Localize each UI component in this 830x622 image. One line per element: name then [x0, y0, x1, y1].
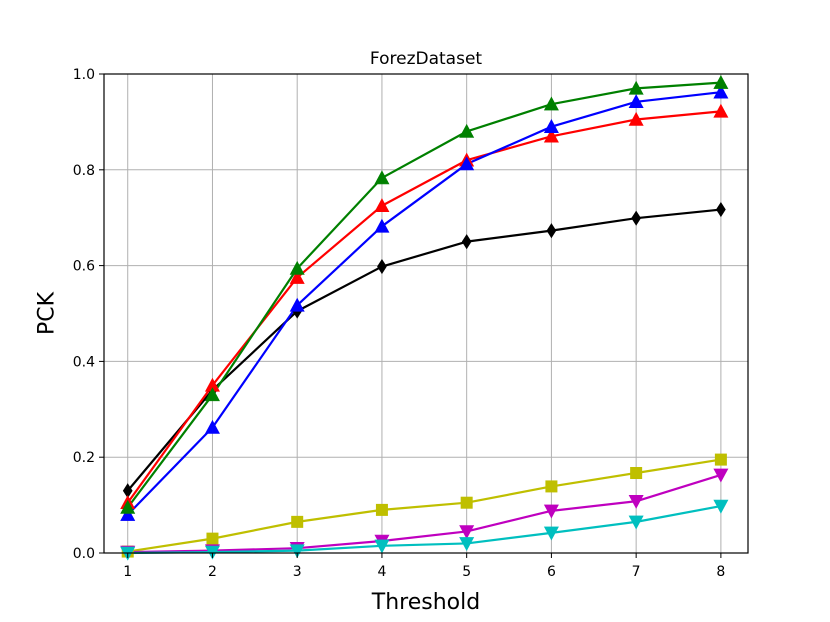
series-7-point [459, 537, 475, 552]
y-tick-label: 1.0 [73, 67, 95, 83]
series-3-point [204, 419, 220, 434]
series-3-point [374, 218, 390, 233]
series-3-point [289, 297, 305, 312]
series-3-line [126, 91, 722, 516]
series-2-line [126, 110, 721, 504]
series-1-point [716, 202, 726, 218]
x-tick-label: 8 [716, 564, 725, 580]
series-2-point [374, 198, 390, 212]
series-6-point [628, 495, 644, 509]
y-tick-label: 0.8 [73, 163, 95, 179]
series-7-line [127, 504, 722, 555]
series-1-point [546, 223, 557, 239]
x-tick-label: 1 [123, 564, 132, 580]
y-tick-label: 0.4 [73, 354, 95, 370]
series-6-point [713, 468, 729, 483]
axis-ticks: 1 2 3 4 5 6 7 8 0.0 0.2 0.4 0.6 0.8 1.0 [73, 67, 726, 580]
series-4-point [204, 387, 220, 402]
y-axis-label: PCK [35, 291, 60, 335]
series-4-point [543, 96, 559, 111]
y-tick-label: 0.2 [73, 450, 95, 466]
series-5-point [375, 503, 388, 516]
series-4-point [374, 170, 390, 185]
series-7-point [289, 544, 305, 559]
series-markers [120, 74, 729, 561]
y-tick-label: 0.0 [73, 546, 95, 562]
chart-title: ForezDataset [370, 49, 482, 69]
series-5-point [714, 453, 727, 466]
series-5-point [206, 532, 219, 545]
series-5-point [291, 515, 304, 528]
x-tick-label: 2 [208, 564, 217, 580]
series-2-point [543, 128, 559, 143]
series-4-point [459, 123, 475, 138]
series-4-line [126, 81, 721, 509]
series-7-point [628, 515, 644, 530]
series-3-point [459, 156, 475, 171]
x-axis-label: Threshold [371, 590, 480, 615]
series-6-point [459, 525, 475, 540]
series-lines [126, 81, 722, 555]
series-3-point [543, 119, 559, 133]
plot-frame [103, 73, 749, 554]
series-2-point [713, 103, 729, 118]
series-1-point [631, 210, 642, 226]
x-tick-label: 4 [377, 564, 386, 580]
series-5-point [630, 467, 643, 480]
series-1-line [126, 208, 721, 492]
y-tick-label: 0.6 [73, 259, 95, 275]
series-4-point [289, 260, 305, 275]
series-4-point [628, 80, 644, 95]
series-3-point [628, 94, 644, 109]
series-5-line [127, 458, 722, 553]
series-1-point [461, 234, 472, 250]
series-5-point [545, 480, 558, 493]
x-tick-label: 7 [632, 564, 641, 580]
series-3-point [713, 84, 729, 99]
series-4-point [120, 499, 136, 514]
series-5-point [460, 496, 473, 509]
series-3-point [120, 507, 136, 521]
x-tick-label: 3 [293, 564, 302, 580]
series-6-point [543, 504, 559, 519]
series-7-point [543, 526, 559, 541]
series-6-line [127, 473, 722, 554]
series-2-point [628, 111, 644, 126]
x-tick-label: 6 [547, 564, 556, 580]
series-7-point [713, 499, 729, 514]
series-4-point [713, 74, 729, 89]
series-1-point [377, 259, 387, 275]
x-tick-label: 5 [462, 564, 471, 580]
series-2-point [289, 269, 305, 284]
series-7-point [374, 539, 390, 554]
